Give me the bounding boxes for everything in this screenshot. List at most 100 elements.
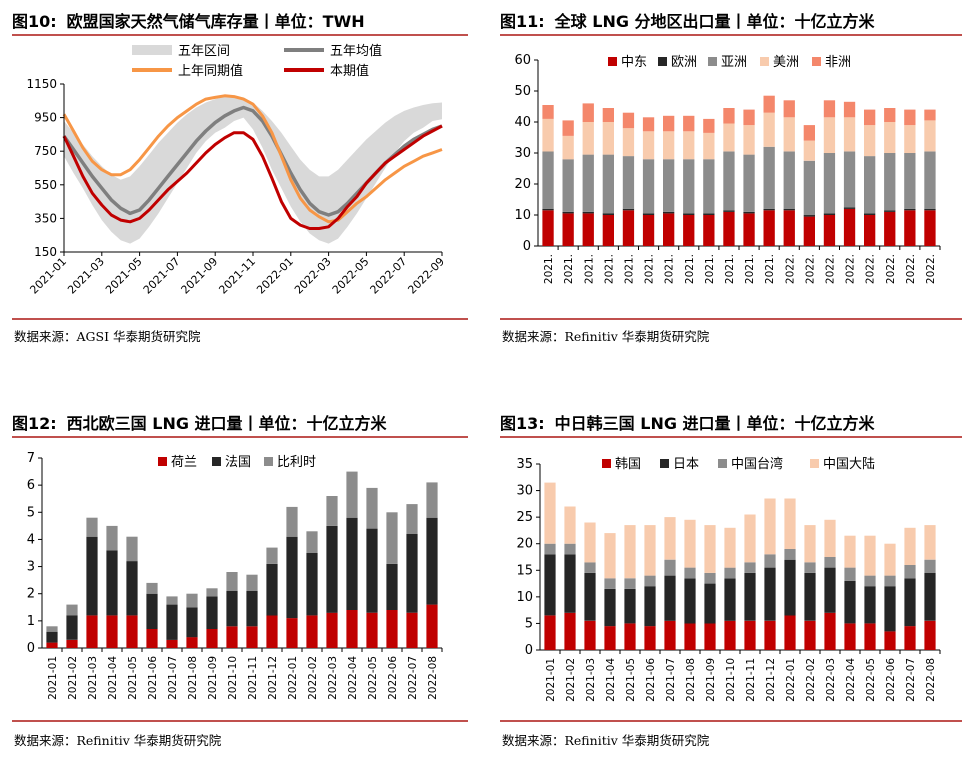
bar-segment (642, 159, 655, 214)
bar-segment (803, 216, 815, 246)
bar-segment (824, 557, 836, 568)
bar-segment (804, 572, 816, 621)
legend-label: 美洲 (773, 55, 799, 70)
bar-segment (764, 567, 776, 621)
legend-label: 比利时 (277, 455, 316, 470)
x-tick-label: 2022. (865, 254, 877, 284)
bar-segment (562, 120, 574, 136)
bar-segment (622, 112, 635, 129)
bar-segment (703, 132, 715, 160)
x-tick-label: 2021-08 (187, 656, 199, 700)
bar-segment (704, 583, 716, 624)
bar-segment (724, 527, 736, 568)
legend-swatch (158, 457, 167, 466)
bar-segment (884, 586, 896, 632)
title-rule (500, 34, 962, 36)
legend-swatch (608, 57, 617, 66)
bar-segment (823, 215, 836, 246)
bar-segment (544, 543, 556, 555)
bar-segment (783, 151, 795, 209)
bar-segment (703, 215, 715, 246)
bar-segment (924, 151, 936, 209)
x-tick-label: 2021-03 (65, 255, 107, 297)
bar-segment (864, 213, 876, 215)
y-tick-label: 30 (514, 146, 531, 161)
figure-number: 图13: (500, 414, 545, 433)
x-tick-label: 2022-07 (368, 255, 410, 297)
y-tick-label: 0 (525, 643, 533, 658)
bar-segment (206, 596, 218, 629)
y-tick-label: 5 (27, 505, 35, 520)
bar-segment (924, 559, 936, 573)
x-tick-label: 2021-11 (247, 656, 259, 700)
bar-segment (644, 626, 656, 650)
bar-segment (723, 108, 735, 124)
last-year-line (62, 94, 443, 224)
x-tick-label: 2021. (724, 254, 736, 284)
bar-segment (544, 554, 556, 616)
legend-swatch (264, 457, 273, 466)
bar-segment (106, 615, 118, 648)
x-tick-label: 2021. (583, 254, 595, 284)
x-tick-label: 2022-06 (885, 658, 897, 702)
bar-segment (724, 620, 736, 650)
bar-segment (246, 574, 258, 591)
x-tick-label: 2021-02 (565, 658, 577, 702)
bar-segment (642, 117, 655, 132)
y-tick-label: 1 (27, 614, 35, 629)
bar-segment (604, 588, 616, 627)
x-tick-label: 2022. (784, 254, 796, 284)
figure-title: 中日韩三国 LNG 进口量丨单位：十亿立方米 (554, 414, 875, 433)
bar-segment (326, 525, 338, 613)
bar-segment (86, 536, 98, 616)
bar-segment (864, 156, 876, 214)
bar-segment (562, 159, 574, 212)
bar-segment (602, 122, 614, 155)
bar-segment (843, 101, 856, 118)
bar-segment (904, 109, 916, 126)
bar-segment (386, 512, 398, 564)
bar-segment (763, 95, 775, 113)
bar-segment (683, 115, 695, 132)
x-tick-label: 2022-05 (865, 658, 877, 702)
bar-segment (744, 562, 756, 573)
bar-segment (186, 637, 198, 648)
bar-segment (624, 623, 636, 650)
x-tick-label: 2022. (824, 254, 836, 284)
bar-segment (703, 213, 715, 215)
legend-label: 中国台湾 (731, 456, 783, 472)
x-tick-label: 2021. (664, 254, 676, 284)
x-tick-label: 2021-09 (179, 255, 221, 297)
bar-segment (843, 207, 856, 209)
bar-segment (306, 531, 318, 553)
legend-label: 亚洲 (721, 55, 747, 70)
legend-label: 五年均值 (330, 43, 382, 59)
bar-segment (663, 159, 675, 212)
bar-segment (584, 522, 596, 563)
bar-segment (723, 151, 735, 211)
bar-segment (226, 572, 238, 591)
x-tick-label: 2021-11 (216, 255, 258, 297)
bar-segment (406, 612, 418, 648)
bar-segment (683, 215, 695, 246)
y-tick-label: 7 (27, 451, 35, 466)
y-tick-label: 950 (34, 111, 57, 125)
bar-segment (622, 208, 635, 211)
bar-segment (783, 117, 795, 152)
bar-segment (803, 125, 815, 141)
bar-segment (582, 213, 594, 246)
bar-segment (326, 612, 338, 648)
panel-title: 图13: 中日韩三国 LNG 进口量丨单位：十亿立方米 (500, 410, 875, 434)
bar-segment (642, 131, 655, 160)
bar-segment (582, 154, 594, 212)
bar-segment (683, 213, 695, 215)
bar-segment (703, 118, 715, 133)
x-tick-label: 2021-01 (27, 255, 69, 297)
bar-segment (864, 623, 876, 650)
bottom-rule (500, 318, 962, 320)
legend-label: 中东 (621, 55, 647, 70)
bar-segment (723, 211, 735, 246)
y-tick-label: 20 (514, 177, 531, 192)
bar-segment (602, 215, 614, 246)
bar-segment (86, 517, 98, 537)
